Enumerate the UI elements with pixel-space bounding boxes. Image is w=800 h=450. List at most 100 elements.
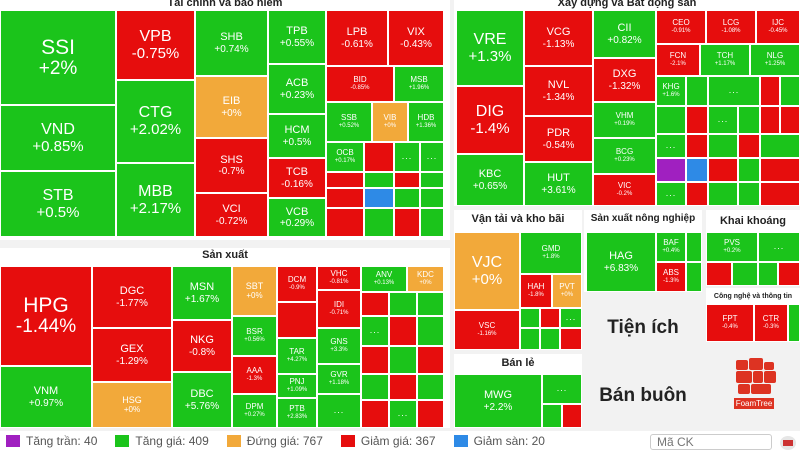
tile-anv[interactable]: ANV +0.13%: [361, 266, 407, 292]
tile-more[interactable]: ...: [317, 394, 361, 428]
tile-small[interactable]: [417, 374, 444, 400]
tile-stb[interactable]: STB +0.5%: [0, 171, 116, 237]
tile-dig[interactable]: DIG -1.4%: [456, 86, 524, 154]
tile-small[interactable]: [277, 302, 317, 338]
tile-vci[interactable]: VCI -0.72%: [195, 193, 268, 237]
tile-small[interactable]: [326, 188, 364, 208]
tile-small[interactable]: [708, 182, 738, 206]
tile-vcg[interactable]: VCG -1.13%: [524, 10, 593, 66]
tile-eib[interactable]: EIB +0%: [195, 76, 268, 138]
tile-fpt[interactable]: FPT -0.4%: [706, 304, 754, 342]
tile-small[interactable]: [686, 106, 708, 134]
tile-small[interactable]: [394, 172, 420, 188]
tile-small[interactable]: [364, 188, 394, 208]
tile-gns[interactable]: GNS +3.3%: [317, 328, 361, 364]
tile-small[interactable]: [389, 346, 417, 374]
tile-ssi[interactable]: SSI +2%: [0, 10, 116, 105]
language-flag-icon[interactable]: [780, 436, 796, 450]
tile-gvr[interactable]: GVR +1.18%: [317, 364, 361, 394]
tile-vcb[interactable]: VCB +0.29%: [268, 198, 326, 237]
tile-small[interactable]: [788, 304, 800, 342]
section-wholesale[interactable]: Bán buôn: [584, 364, 702, 428]
tile-more[interactable]: ...: [708, 76, 760, 106]
tile-small[interactable]: [417, 346, 444, 374]
tile-small[interactable]: [686, 262, 702, 292]
tile-lcg[interactable]: LCG -1.08%: [706, 10, 756, 44]
tile-dbc[interactable]: DBC +5.76%: [172, 372, 232, 428]
tile-pvt[interactable]: PVT +0%: [552, 274, 582, 308]
tile-abs[interactable]: ABS -1.3%: [656, 262, 686, 292]
tile-small[interactable]: [738, 106, 760, 134]
tile-small[interactable]: [542, 404, 562, 428]
tile-fcn[interactable]: FCN -2.1%: [656, 44, 700, 76]
tile-small[interactable]: [760, 106, 780, 134]
tile-cii[interactable]: CII +0.82%: [593, 10, 656, 58]
tile-tar[interactable]: TAR +4.27%: [277, 338, 317, 374]
tile-vnd[interactable]: VND +0.85%: [0, 105, 116, 171]
tile-small[interactable]: [738, 158, 760, 182]
tile-vsc[interactable]: VSC -1.16%: [454, 310, 520, 350]
tile-small[interactable]: [364, 172, 394, 188]
tile-tpb[interactable]: TPB +0.55%: [268, 10, 326, 64]
tile-small[interactable]: [760, 76, 780, 106]
tile-small[interactable]: [760, 134, 800, 158]
tile-vpb[interactable]: VPB -0.75%: [116, 10, 195, 80]
tile-hcm[interactable]: HCM +0.5%: [268, 114, 326, 158]
tile-msb[interactable]: MSB +1.96%: [394, 66, 444, 102]
tile-small[interactable]: [562, 404, 582, 428]
tile-small[interactable]: [417, 400, 444, 428]
tile-small[interactable]: [420, 172, 444, 188]
tile-pvs[interactable]: PVS +0.2%: [706, 232, 758, 262]
tile-hsg[interactable]: HSG +0%: [92, 382, 172, 428]
tile-vhm[interactable]: VHM +0.19%: [593, 102, 656, 138]
tile-ctr[interactable]: CTR -0.3%: [754, 304, 788, 342]
tile-small[interactable]: [656, 158, 686, 182]
tile-small[interactable]: [778, 262, 800, 286]
tile-ssb[interactable]: SSB +0.52%: [326, 102, 372, 142]
tile-hah[interactable]: HAH -1.8%: [520, 274, 552, 308]
tile-small[interactable]: [760, 158, 800, 182]
tile-dgc[interactable]: DGC -1.77%: [92, 266, 172, 328]
tile-nlg[interactable]: NLG +1.25%: [750, 44, 800, 76]
tile-more[interactable]: ...: [394, 142, 420, 172]
tile-small[interactable]: [326, 172, 364, 188]
tile-small[interactable]: [706, 262, 732, 286]
tile-small[interactable]: [361, 400, 389, 428]
tile-vix[interactable]: VIX -0.43%: [388, 10, 444, 66]
tile-more[interactable]: ...: [542, 374, 582, 404]
tile-small[interactable]: [394, 208, 420, 237]
tile-more[interactable]: ...: [389, 400, 417, 428]
tile-more[interactable]: ...: [708, 106, 738, 134]
tile-idi[interactable]: IDI -0.71%: [317, 290, 361, 328]
tile-gmd[interactable]: GMD +1.8%: [520, 232, 582, 274]
tile-pnj[interactable]: PNJ +1.09%: [277, 374, 317, 398]
tile-baf[interactable]: BAF +0.4%: [656, 232, 686, 262]
tile-ijc[interactable]: IJC -0.45%: [756, 10, 800, 44]
tile-shb[interactable]: SHB +0.74%: [195, 10, 268, 76]
tile-gex[interactable]: GEX -1.29%: [92, 328, 172, 382]
tile-small[interactable]: [686, 232, 702, 262]
tile-mbb[interactable]: MBB +2.17%: [116, 163, 195, 237]
tile-pdr[interactable]: PDR -0.54%: [524, 116, 593, 162]
tile-ceo[interactable]: CEO -0.91%: [656, 10, 706, 44]
tile-small[interactable]: [364, 142, 394, 172]
tile-more[interactable]: ...: [420, 142, 444, 172]
tile-small[interactable]: [738, 182, 760, 206]
tile-small[interactable]: [738, 134, 760, 158]
tile-ctg[interactable]: CTG +2.02%: [116, 80, 195, 163]
tile-bid[interactable]: BID -0.85%: [326, 66, 394, 102]
stock-code-search-input[interactable]: [650, 434, 772, 450]
tile-small[interactable]: [656, 106, 686, 134]
tile-small[interactable]: [560, 328, 582, 350]
tile-vhc[interactable]: VHC -0.81%: [317, 266, 361, 290]
tile-more[interactable]: ...: [656, 182, 686, 206]
tile-more[interactable]: ...: [656, 134, 686, 158]
tile-small[interactable]: [420, 188, 444, 208]
tile-nkg[interactable]: NKG -0.8%: [172, 320, 232, 372]
tile-small[interactable]: [520, 308, 540, 328]
tile-hut[interactable]: HUT +3.61%: [524, 162, 593, 206]
tile-aaa[interactable]: AAA -1.3%: [232, 356, 277, 394]
tile-vre[interactable]: VRE +1.3%: [456, 10, 524, 86]
tile-small[interactable]: [389, 316, 417, 346]
tile-vic[interactable]: VIC -0.2%: [593, 174, 656, 206]
